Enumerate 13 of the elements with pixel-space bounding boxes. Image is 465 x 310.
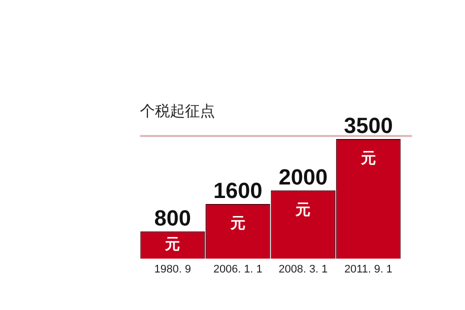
annotation: 元 (360, 150, 376, 168)
x-tick-label: 2008. 3. 1 (278, 263, 328, 276)
annotation: 元 (229, 215, 246, 232)
annotation: 元 (164, 236, 180, 254)
x-tick-label: 2011. 9. 1 (344, 263, 392, 276)
annotation: 元 (294, 201, 311, 218)
data-label: 1600 (213, 178, 262, 204)
x-tick-label: 1980. 9 (154, 263, 191, 276)
chart-title: 个税起征点 (140, 103, 215, 120)
data-label: 3500 (344, 113, 393, 138)
data-label: 2000 (278, 164, 328, 190)
data-label: 800 (154, 205, 191, 230)
x-tick-label: 2006. 1. 1 (213, 263, 262, 276)
